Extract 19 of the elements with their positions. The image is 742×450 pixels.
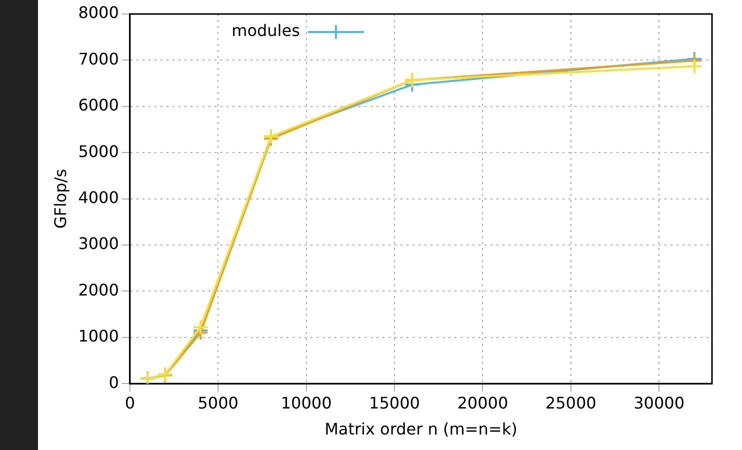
x-tick-label: 5000 xyxy=(198,393,238,412)
y-axis-title: GFlop/s xyxy=(50,168,70,229)
y-tick-label: 3000 xyxy=(78,234,119,254)
x-axis-title: Matrix order n (m=n=k) xyxy=(324,420,518,439)
y-tick-label: 1000 xyxy=(78,326,119,346)
x-tick-label: 25000 xyxy=(545,393,596,412)
y-tick-label: 0 xyxy=(108,372,119,392)
y-tick-label: 5000 xyxy=(78,142,119,161)
x-tick-label: 0 xyxy=(124,393,136,412)
y-tick-label: 7000 xyxy=(78,49,119,68)
x-tick-label: 30000 xyxy=(634,393,685,412)
y-tick-label: 4000 xyxy=(78,188,119,207)
x-tick-label: 15000 xyxy=(369,393,420,412)
y-tick-label: 8000 xyxy=(78,3,119,22)
legend-label: modules xyxy=(232,21,300,40)
x-tick-label: 10000 xyxy=(280,393,332,412)
x-tick-label: 20000 xyxy=(457,393,508,412)
y-tick-label: 2000 xyxy=(78,280,119,300)
y-tick-label: 6000 xyxy=(78,96,119,115)
